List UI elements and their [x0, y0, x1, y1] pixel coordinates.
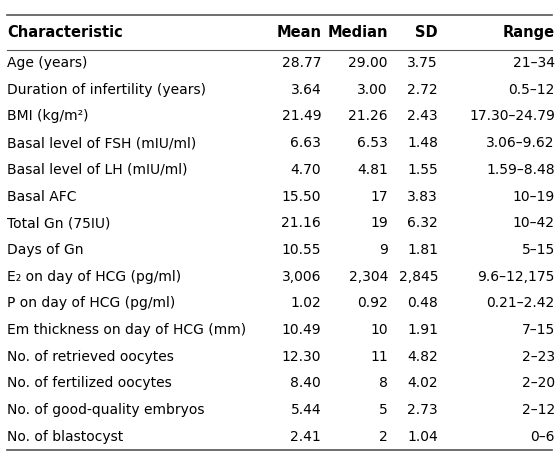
- Text: 1.59–8.48: 1.59–8.48: [486, 163, 555, 177]
- Text: 1.81: 1.81: [407, 243, 438, 257]
- Text: 2.73: 2.73: [408, 403, 438, 417]
- Text: Em thickness on day of HCG (mm): Em thickness on day of HCG (mm): [7, 323, 246, 337]
- Text: Basal level of FSH (mIU/ml): Basal level of FSH (mIU/ml): [7, 136, 196, 150]
- Text: No. of blastocyst: No. of blastocyst: [7, 430, 123, 444]
- Text: 0.48: 0.48: [408, 296, 438, 310]
- Text: 1.48: 1.48: [407, 136, 438, 150]
- Text: 19: 19: [370, 216, 388, 230]
- Text: 2.41: 2.41: [291, 430, 321, 444]
- Text: 7–15: 7–15: [522, 323, 555, 337]
- Text: Duration of infertility (years): Duration of infertility (years): [7, 83, 206, 97]
- Text: 5.44: 5.44: [291, 403, 321, 417]
- Text: 3,006: 3,006: [282, 269, 321, 284]
- Text: 4.81: 4.81: [357, 163, 388, 177]
- Text: 3.64: 3.64: [291, 83, 321, 97]
- Text: Days of Gn: Days of Gn: [7, 243, 83, 257]
- Text: 2–23: 2–23: [522, 350, 555, 363]
- Text: 2.72: 2.72: [408, 83, 438, 97]
- Text: 10.55: 10.55: [282, 243, 321, 257]
- Text: 2–12: 2–12: [522, 403, 555, 417]
- Text: Range: Range: [503, 25, 555, 40]
- Text: 2,845: 2,845: [399, 269, 438, 284]
- Text: 6.32: 6.32: [408, 216, 438, 230]
- Text: Characteristic: Characteristic: [7, 25, 123, 40]
- Text: 28.77: 28.77: [282, 56, 321, 70]
- Text: 2,304: 2,304: [349, 269, 388, 284]
- Text: 10: 10: [371, 323, 388, 337]
- Text: 8: 8: [379, 376, 388, 390]
- Text: 2–20: 2–20: [522, 376, 555, 390]
- Text: 0.21–2.42: 0.21–2.42: [486, 296, 555, 310]
- Text: No. of good-quality embryos: No. of good-quality embryos: [7, 403, 205, 417]
- Text: 3.83: 3.83: [408, 189, 438, 204]
- Text: 17: 17: [371, 189, 388, 204]
- Text: 21.16: 21.16: [282, 216, 321, 230]
- Text: 9.6–12,175: 9.6–12,175: [477, 269, 555, 284]
- Text: 21–34: 21–34: [513, 56, 555, 70]
- Text: Median: Median: [328, 25, 388, 40]
- Text: 15.50: 15.50: [282, 189, 321, 204]
- Text: No. of fertilized oocytes: No. of fertilized oocytes: [7, 376, 172, 390]
- Text: 1.91: 1.91: [407, 323, 438, 337]
- Text: 3.06–9.62: 3.06–9.62: [486, 136, 555, 150]
- Text: 8.40: 8.40: [291, 376, 321, 390]
- Text: No. of retrieved oocytes: No. of retrieved oocytes: [7, 350, 174, 363]
- Text: 10–42: 10–42: [513, 216, 555, 230]
- Text: 0.5–12: 0.5–12: [509, 83, 555, 97]
- Text: 17.30–24.79: 17.30–24.79: [469, 109, 555, 124]
- Text: 10.49: 10.49: [282, 323, 321, 337]
- Text: 1.55: 1.55: [408, 163, 438, 177]
- Text: E₂ on day of HCG (pg/ml): E₂ on day of HCG (pg/ml): [7, 269, 181, 284]
- Text: 4.82: 4.82: [408, 350, 438, 363]
- Text: Total Gn (75IU): Total Gn (75IU): [7, 216, 110, 230]
- Text: 0.92: 0.92: [357, 296, 388, 310]
- Text: 3.00: 3.00: [357, 83, 388, 97]
- Text: 1.04: 1.04: [408, 430, 438, 444]
- Text: 4.02: 4.02: [408, 376, 438, 390]
- Text: BMI (kg/m²): BMI (kg/m²): [7, 109, 88, 124]
- Text: P on day of HCG (pg/ml): P on day of HCG (pg/ml): [7, 296, 175, 310]
- Text: SD: SD: [415, 25, 438, 40]
- Text: 6.53: 6.53: [357, 136, 388, 150]
- Text: 1.02: 1.02: [291, 296, 321, 310]
- Text: 9: 9: [379, 243, 388, 257]
- Text: Mean: Mean: [276, 25, 321, 40]
- Text: 10–19: 10–19: [513, 189, 555, 204]
- Text: 5: 5: [379, 403, 388, 417]
- Text: 4.70: 4.70: [291, 163, 321, 177]
- Text: Basal level of LH (mIU/ml): Basal level of LH (mIU/ml): [7, 163, 187, 177]
- Text: 2.43: 2.43: [408, 109, 438, 124]
- Text: Basal AFC: Basal AFC: [7, 189, 77, 204]
- Text: 29.00: 29.00: [348, 56, 388, 70]
- Text: 6.63: 6.63: [290, 136, 321, 150]
- Text: 0–6: 0–6: [530, 430, 555, 444]
- Text: Age (years): Age (years): [7, 56, 87, 70]
- Text: 21.26: 21.26: [348, 109, 388, 124]
- Text: 2: 2: [379, 430, 388, 444]
- Text: 11: 11: [370, 350, 388, 363]
- Text: 5–15: 5–15: [522, 243, 555, 257]
- Text: 12.30: 12.30: [282, 350, 321, 363]
- Text: 21.49: 21.49: [282, 109, 321, 124]
- Text: 3.75: 3.75: [408, 56, 438, 70]
